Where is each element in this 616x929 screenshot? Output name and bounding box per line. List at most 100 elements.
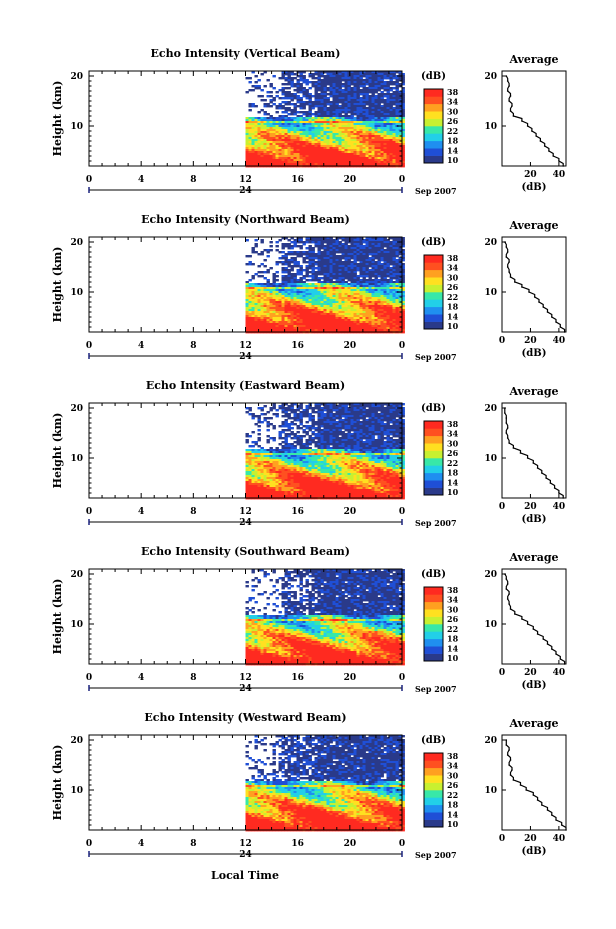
heatmap-cell (266, 293, 270, 296)
heatmap-cell (392, 77, 396, 80)
heatmap-cell (347, 125, 351, 128)
heatmap-cell (314, 93, 318, 96)
heatmap-cell (365, 285, 369, 288)
heatmap-cell (344, 137, 348, 140)
heatmap-cell (377, 149, 381, 152)
heatmap-cell (335, 311, 339, 314)
heatmap-cell (374, 305, 378, 308)
heatmap-cell (257, 137, 261, 140)
heatmap-cell (326, 291, 330, 294)
heatmap-cell (269, 317, 273, 320)
heatmap-cell (311, 255, 315, 258)
heatmap-cell (263, 283, 267, 286)
heatmap-cell (308, 137, 312, 140)
heatmap-cell (320, 241, 324, 244)
heatmap-cell (293, 253, 297, 256)
heatmap-cell (359, 321, 363, 324)
heatmap-cell (260, 129, 264, 132)
heatmap-cell (374, 253, 378, 256)
heatmap-cell (269, 155, 273, 158)
heatmap-cell (275, 327, 279, 330)
heatmap-cell (353, 323, 357, 326)
heatmap-cell (308, 239, 312, 242)
heatmap-cell (290, 237, 294, 240)
heatmap-cell (362, 119, 366, 122)
heatmap-cell (374, 265, 378, 268)
heatmap-cell (329, 265, 333, 268)
heatmap-cell (323, 293, 327, 296)
heatmap-cell (305, 103, 309, 106)
heatmap-cell (329, 141, 333, 144)
heatmap-cell (344, 249, 348, 252)
heatmap-cell (263, 159, 267, 162)
heatmap-cell (356, 321, 360, 324)
heatmap-cell (323, 319, 327, 322)
heatmap-cell (308, 113, 312, 116)
heatmap-cell (320, 307, 324, 310)
heatmap-cell (308, 307, 312, 310)
heatmap-cell (299, 117, 303, 120)
heatmap-cell (314, 307, 318, 310)
heatmap-cell (299, 319, 303, 322)
x-tick-label: 0 (86, 175, 92, 185)
heatmap-cell (392, 309, 396, 312)
heatmap-cell (260, 295, 264, 298)
heatmap-cell (314, 145, 318, 148)
heatmap-cell (380, 273, 384, 276)
heatmap-cell (377, 245, 381, 248)
heatmap-cell (344, 163, 348, 166)
heatmap-cell (374, 279, 378, 282)
heatmap-cell (398, 287, 402, 290)
heatmap-cell (338, 131, 342, 134)
heatmap-cell (335, 267, 339, 270)
heatmap-cell (359, 249, 363, 252)
heatmap-cell (326, 135, 330, 138)
heatmap-cell (347, 237, 351, 240)
heatmap-cell (380, 321, 384, 324)
heatmap-cell (248, 255, 252, 258)
heatmap-cell (383, 317, 387, 320)
heatmap-cell (302, 287, 306, 290)
heatmap-cell (308, 327, 312, 330)
heatmap-cell (383, 297, 387, 300)
heatmap-cell (341, 291, 345, 294)
heatmap-cell (272, 309, 276, 312)
heatmap-cell (344, 77, 348, 80)
heatmap-cell (308, 317, 312, 320)
heatmap-cell (308, 151, 312, 154)
heatmap-cell (314, 153, 318, 156)
heatmap-cell (281, 261, 285, 264)
colorbar-segment (424, 126, 443, 134)
heatmap-cell (290, 307, 294, 310)
heatmap-cell (395, 323, 399, 326)
heatmap-cell (317, 71, 321, 74)
heatmap-cell (338, 117, 342, 120)
heatmap-cell (302, 275, 306, 278)
heatmap-cell (272, 329, 276, 332)
heatmap-cell (254, 123, 258, 126)
heatmap-cell (338, 101, 342, 104)
heatmap-cell (278, 135, 282, 138)
heatmap-cell (392, 87, 396, 90)
heatmap-cell (281, 315, 285, 318)
heatmap-cell (356, 163, 360, 166)
heatmap-cell (326, 157, 330, 160)
heatmap-cell (398, 153, 402, 156)
heatmap-cell (350, 149, 354, 152)
heatmap-cell (317, 101, 321, 104)
heatmap-cell (314, 253, 318, 256)
heatmap-cell (350, 137, 354, 140)
heatmap-cell (287, 287, 291, 290)
heatmap-cell (311, 269, 315, 272)
heatmap-cell (374, 263, 378, 266)
heatmap-cell (350, 99, 354, 102)
heatmap-cell (401, 317, 405, 320)
heatmap-cell (338, 155, 342, 158)
heatmap-cell (389, 247, 393, 250)
heatmap-cell (383, 273, 387, 276)
heatmap-cell (389, 275, 393, 278)
heatmap-cell (377, 247, 381, 250)
heatmap-cell (293, 133, 297, 136)
heatmap-cell (332, 95, 336, 98)
heatmap-cell (266, 299, 270, 302)
